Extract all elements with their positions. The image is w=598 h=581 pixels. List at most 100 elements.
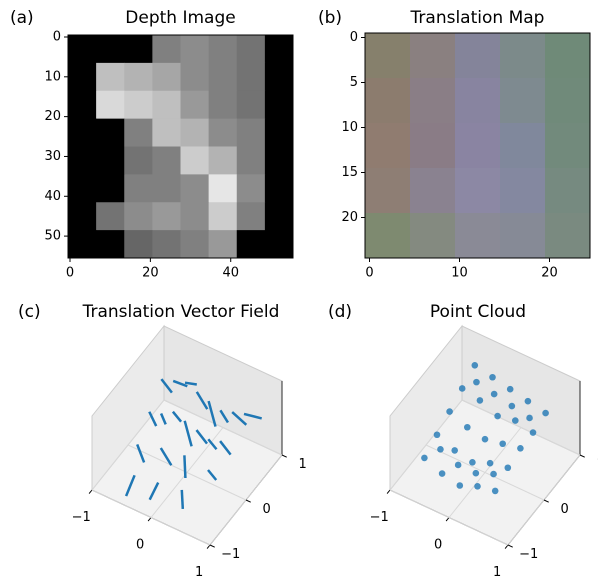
- y-tick-label: 0: [263, 502, 271, 517]
- image-cell: [96, 91, 125, 119]
- point: [505, 464, 512, 471]
- y-tick: [210, 545, 215, 547]
- y-tick: [246, 500, 251, 502]
- image-cell: [68, 174, 97, 202]
- point: [457, 482, 464, 489]
- image-cell: [152, 63, 181, 91]
- point: [469, 459, 476, 466]
- image-cell: [181, 119, 210, 147]
- y-tick-label: 10: [44, 69, 61, 84]
- point: [472, 362, 479, 369]
- image-cell: [365, 123, 410, 168]
- y-tick-label: 10: [341, 120, 358, 135]
- arrow: [185, 383, 197, 385]
- point: [490, 471, 497, 478]
- image-cell: [68, 202, 97, 230]
- image-cell: [181, 147, 210, 175]
- panel-label: (a): [10, 8, 34, 28]
- image-cell: [455, 123, 500, 168]
- image-cell: [265, 202, 294, 230]
- image-cell: [545, 78, 590, 123]
- y-tick-label: 0: [53, 29, 61, 44]
- image-cell: [455, 213, 500, 258]
- point: [492, 488, 499, 495]
- point: [459, 385, 466, 392]
- image-cell: [96, 174, 125, 202]
- y-tick-label: −1: [221, 547, 240, 562]
- image-cell: [152, 202, 181, 230]
- image-cell: [410, 78, 455, 123]
- image-cell: [96, 230, 125, 258]
- y-tick-label: −1: [519, 547, 538, 562]
- panel-label: (c): [18, 302, 41, 322]
- point: [512, 417, 519, 424]
- image-cell: [410, 213, 455, 258]
- y-tick-label: 0: [350, 30, 358, 45]
- image-cell: [545, 33, 590, 78]
- image-cell: [545, 123, 590, 168]
- x-tick-label: 1: [493, 565, 501, 580]
- image-cell: [237, 63, 266, 91]
- image-cell: [365, 213, 410, 258]
- image-cell: [181, 63, 210, 91]
- x-tick: [505, 545, 508, 549]
- image-cell: [124, 202, 153, 230]
- y-tick: [282, 455, 287, 457]
- image-cell: [209, 147, 238, 175]
- image-cell: [500, 213, 545, 258]
- x-tick-label: 10: [451, 266, 468, 281]
- chart-title: Point Cloud: [430, 302, 526, 322]
- point: [437, 446, 444, 453]
- point: [487, 460, 494, 467]
- x-tick-label: 0: [136, 538, 144, 553]
- image-cell: [265, 230, 294, 258]
- x-tick: [89, 490, 92, 494]
- panel-label: (d): [328, 302, 352, 322]
- y-tick-label: 50: [44, 229, 61, 244]
- image-cell: [265, 35, 294, 63]
- point: [509, 403, 516, 410]
- image-cell: [181, 35, 210, 63]
- image-cell: [545, 168, 590, 213]
- image-cell: [410, 33, 455, 78]
- point: [477, 397, 484, 404]
- image-cell: [124, 174, 153, 202]
- image-cell: [181, 202, 210, 230]
- image-cell: [209, 230, 238, 258]
- point: [499, 440, 506, 447]
- y-tick-label: 20: [44, 109, 61, 124]
- point: [482, 436, 489, 443]
- image-cell: [68, 63, 97, 91]
- panel-label: (b): [318, 8, 342, 28]
- image-cell: [96, 119, 125, 147]
- point: [446, 408, 453, 415]
- image-cell: [68, 91, 97, 119]
- image-cell: [124, 147, 153, 175]
- point: [491, 391, 498, 398]
- image-cell: [209, 63, 238, 91]
- image-cell: [237, 174, 266, 202]
- y-tick-label: 20: [341, 210, 358, 225]
- image-cell: [265, 147, 294, 175]
- x-tick: [387, 490, 390, 494]
- image-cell: [365, 168, 410, 213]
- image-cell: [124, 91, 153, 119]
- image-cell: [152, 147, 181, 175]
- x-tick-label: 0: [66, 266, 74, 281]
- point: [517, 445, 524, 452]
- x-tick-label: 0: [434, 538, 442, 553]
- image-cell: [237, 230, 266, 258]
- image-cell: [365, 33, 410, 78]
- y-tick-label: 0: [561, 502, 569, 517]
- image-cell: [181, 230, 210, 258]
- point: [507, 386, 514, 393]
- point: [464, 424, 471, 431]
- image-cell: [500, 33, 545, 78]
- image-cell: [96, 63, 125, 91]
- y-tick: [508, 545, 513, 547]
- image-cell: [68, 119, 97, 147]
- image-cell: [237, 202, 266, 230]
- image-cell: [152, 174, 181, 202]
- image-cell: [500, 123, 545, 168]
- image-cell: [237, 91, 266, 119]
